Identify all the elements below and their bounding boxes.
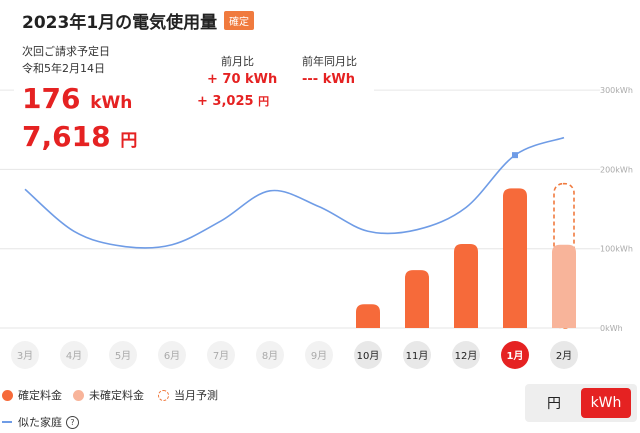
cost-value: 7,618: [22, 120, 111, 153]
month-label: 2月: [556, 350, 572, 362]
page-title: 2023年1月の電気使用量: [22, 13, 218, 33]
legend-forecast: 当月予測: [158, 387, 218, 403]
month-label: 7月: [213, 350, 229, 362]
month-label: 10月: [357, 350, 380, 362]
unit-toggle: 円 kWh: [525, 384, 637, 422]
yen-toggle-button[interactable]: 円: [529, 388, 579, 418]
legend-forecast-label: 当月予測: [174, 389, 218, 402]
cost-total: 7,618 円: [22, 120, 137, 153]
confirmed-bar: [454, 243, 478, 328]
usage-unit: kWh: [90, 93, 133, 113]
month-label: 8月: [262, 350, 278, 362]
legend-forecast-dot: [158, 389, 169, 401]
usage-chart: 300kWh 200kWh 100kWh 0kWh 3月 4月 5月 6月 7月 8月 9月 10月 1…: [0, 86, 633, 369]
month-label: 12月: [455, 350, 478, 362]
confirmed-bar: [356, 304, 380, 328]
month-circle: [501, 341, 529, 369]
month-label: 9月: [311, 350, 327, 362]
month-label: 6月: [164, 350, 180, 362]
status-badge: 確定: [224, 11, 254, 30]
kwh-toggle-button[interactable]: kWh: [581, 388, 631, 418]
help-icon[interactable]: ?: [66, 415, 79, 429]
month-label: 4月: [66, 350, 82, 362]
confirmed-bar: [503, 188, 527, 328]
month-circle: [403, 341, 431, 369]
legend-similar-line: [2, 421, 12, 423]
y-tick-label: 300kWh: [600, 86, 633, 95]
month-circle: [207, 341, 235, 369]
y-tick-label: 100kWh: [600, 245, 633, 254]
usage-value: 176: [22, 82, 81, 115]
month-circle: [305, 341, 333, 369]
month-label: 1月: [507, 350, 524, 362]
usage-total: 176 kWh: [22, 82, 132, 115]
mom-kwh: + 70 kWh: [207, 72, 278, 87]
month-circle: [354, 341, 382, 369]
yoy-kwh: --- kWh: [302, 72, 355, 87]
month-circle: [256, 341, 284, 369]
month-circle: [11, 341, 39, 369]
yoy-label: 前年同月比: [302, 55, 357, 68]
mom-yen-unit: 円: [258, 95, 270, 108]
legend-unconfirmed-label: 未確定料金: [89, 389, 144, 402]
month-circle: [60, 341, 88, 369]
confirmed-bar: [405, 270, 429, 328]
y-tick-label: 0kWh: [600, 324, 623, 333]
billing-date-label: 次回ご請求予定日: [22, 45, 110, 58]
month-circle: [550, 341, 578, 369]
legend-confirmed: 確定料金: [2, 387, 62, 403]
legend-similar: 似た家庭 ?: [2, 414, 79, 430]
cost-unit: 円: [120, 131, 138, 151]
similar-household-line: [24, 136, 565, 249]
legend-confirmed-dot: [2, 389, 13, 401]
legend-unconfirmed: 未確定料金: [73, 387, 144, 403]
unconfirmed-bar: [552, 244, 576, 328]
month-circle: [158, 341, 186, 369]
legend-unconfirmed-dot: [73, 389, 84, 401]
legend-confirmed-label: 確定料金: [18, 389, 62, 402]
legend-similar-label: 似た家庭: [18, 416, 62, 429]
summary-panel: [14, 38, 374, 158]
mom-yen: + 3,025 円: [197, 93, 269, 109]
month-label: 5月: [115, 350, 131, 362]
similar-household-marker: [512, 152, 518, 159]
billing-date: 令和5年2月14日: [22, 62, 105, 75]
month-label: 3月: [17, 350, 33, 362]
mom-label: 前月比: [221, 55, 254, 68]
y-tick-label: 200kWh: [600, 165, 633, 174]
mom-yen-value: + 3,025: [197, 94, 254, 109]
month-circle: [452, 341, 480, 369]
month-label: 11月: [406, 350, 429, 362]
month-circle: [109, 341, 137, 369]
